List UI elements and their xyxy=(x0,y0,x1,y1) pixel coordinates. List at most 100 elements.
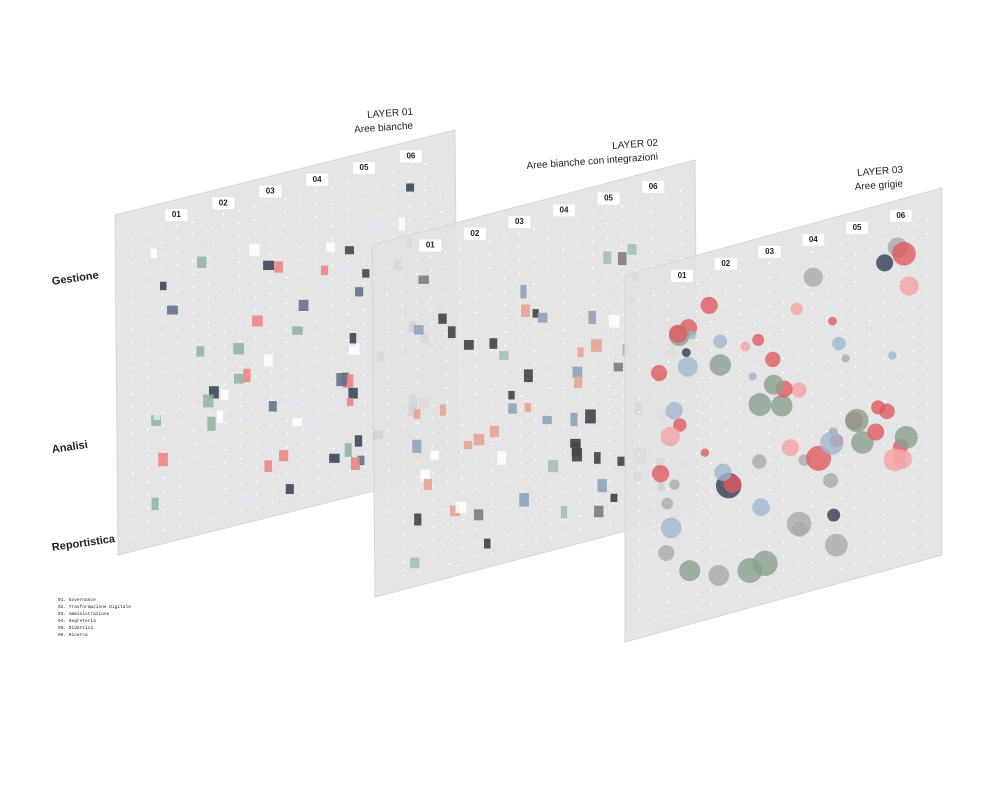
grid-dot xyxy=(811,434,814,437)
grid-dot xyxy=(782,315,785,318)
grid-dot xyxy=(423,228,426,231)
grid-dot xyxy=(332,395,335,398)
grid-dot xyxy=(652,590,655,593)
card xyxy=(410,557,420,569)
grid-dot xyxy=(194,508,196,511)
card xyxy=(354,435,363,447)
node xyxy=(841,354,850,363)
card xyxy=(220,389,229,400)
grid-dot xyxy=(146,415,149,418)
grid-dot xyxy=(145,310,148,313)
grid-dot xyxy=(652,449,655,452)
card xyxy=(342,374,354,388)
card xyxy=(158,452,168,467)
grid-dot xyxy=(301,337,303,340)
grid-dot xyxy=(178,447,180,449)
grid-dot xyxy=(912,336,915,338)
card xyxy=(585,409,596,424)
grid-dot xyxy=(255,493,258,495)
grid-dot xyxy=(533,269,535,272)
grid-dot xyxy=(825,359,828,362)
grid-dot xyxy=(912,307,915,310)
grid-dot xyxy=(548,373,551,376)
grid-dot xyxy=(520,489,523,492)
grid-dot xyxy=(782,498,785,501)
grid-dot xyxy=(503,236,506,239)
grid-dot xyxy=(447,522,449,525)
grid-dot xyxy=(724,585,727,587)
grid-dot xyxy=(401,371,404,374)
column-label: 04 xyxy=(560,205,569,214)
grid-dot xyxy=(253,205,256,208)
grid-dot xyxy=(638,538,641,541)
grid-dot xyxy=(130,301,133,304)
grid-dot xyxy=(386,294,389,297)
grid-dot xyxy=(768,333,770,336)
grid-dot xyxy=(652,506,655,508)
card xyxy=(292,417,303,427)
grid-dot xyxy=(739,284,742,287)
grid-dot xyxy=(222,252,225,255)
grid-dot xyxy=(593,443,596,446)
grid-dot xyxy=(681,540,684,543)
grid-dot xyxy=(638,312,641,315)
grid-dot xyxy=(130,314,133,317)
grid-dot xyxy=(549,482,552,484)
grid-dot xyxy=(401,358,404,361)
grid-dot xyxy=(488,253,491,256)
grid-dot xyxy=(284,263,287,265)
grid-dot xyxy=(564,451,566,453)
grid-dot xyxy=(388,511,390,513)
grid-dot xyxy=(564,532,567,535)
grid-dot xyxy=(503,263,506,266)
grid-dot xyxy=(408,179,410,182)
card xyxy=(413,325,424,335)
grid-dot xyxy=(161,372,164,375)
grid-dot xyxy=(652,576,655,579)
grid-dot xyxy=(696,466,698,468)
grid-dot xyxy=(608,493,611,496)
legend-item: 06. Ricerca xyxy=(58,632,88,638)
grid-dot xyxy=(563,369,566,372)
grid-dot xyxy=(363,361,366,364)
grid-dot xyxy=(207,256,210,259)
grid-dot xyxy=(724,274,727,277)
column-tag xyxy=(889,209,912,222)
node xyxy=(651,365,668,382)
grid-dot xyxy=(840,454,843,457)
card xyxy=(423,478,432,491)
grid-dot xyxy=(254,336,257,339)
grid-dot xyxy=(638,594,641,597)
grid-dot xyxy=(681,455,684,458)
grid-dot xyxy=(564,491,567,494)
grid-dot xyxy=(564,518,567,521)
grid-dot xyxy=(926,515,929,518)
node xyxy=(752,550,778,577)
grid-dot xyxy=(518,286,521,289)
grid-dot xyxy=(207,243,210,246)
grid-dot xyxy=(533,296,536,299)
grid-dot xyxy=(285,354,288,357)
grid-dot xyxy=(739,327,742,329)
grid-dot xyxy=(667,375,670,377)
grid-dot xyxy=(387,497,390,500)
grid-dot xyxy=(912,265,915,268)
grid-dot xyxy=(638,481,641,484)
card xyxy=(263,260,275,271)
grid-dot xyxy=(825,261,828,263)
grid-dot xyxy=(131,484,134,487)
grid-dot xyxy=(317,412,320,415)
grid-dot xyxy=(474,257,477,260)
grid-dot xyxy=(753,520,756,523)
grid-dot xyxy=(811,547,814,550)
node xyxy=(771,394,793,417)
grid-dot xyxy=(504,412,507,415)
grid-dot xyxy=(782,484,785,487)
grid-dot xyxy=(402,466,405,469)
grid-dot xyxy=(431,472,434,475)
grid-dot xyxy=(162,411,165,414)
grid-dot xyxy=(638,524,641,527)
grid-dot xyxy=(797,367,799,370)
grid-dot xyxy=(224,383,226,386)
grid-dot xyxy=(300,233,302,235)
